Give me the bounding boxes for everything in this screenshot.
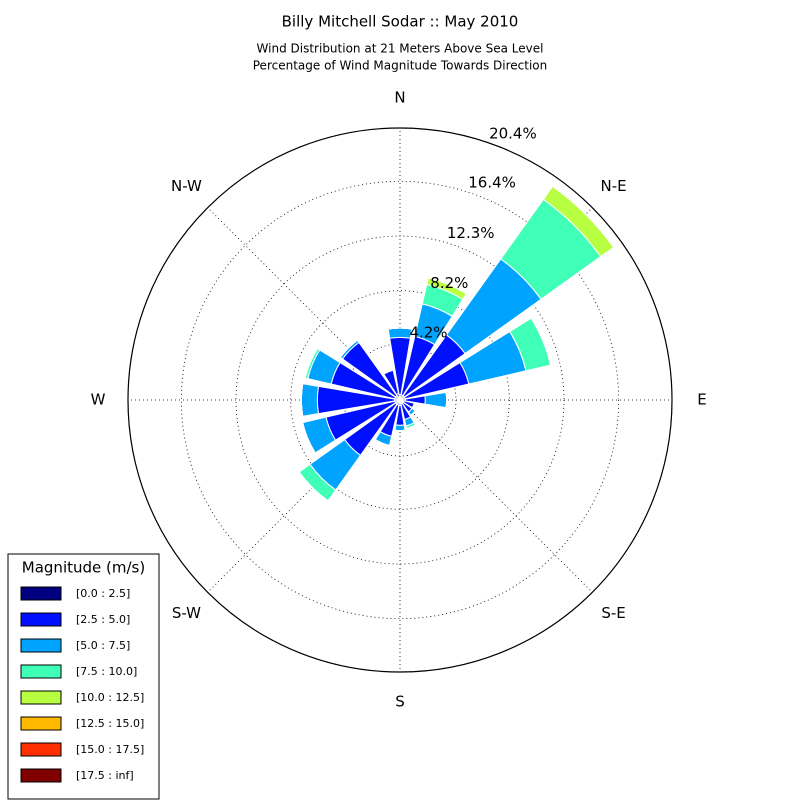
legend-swatch (20, 768, 62, 783)
ring-grid-line (290, 290, 510, 510)
polar-frame (127, 127, 673, 673)
chart-title: Billy Mitchell Sodar :: May 2010 (282, 13, 519, 31)
direction-label: E (697, 391, 706, 409)
wind-bar-segment (445, 392, 448, 408)
ring-grid-line (343, 343, 457, 457)
legend-label: [5.0 : 7.5] (76, 639, 130, 652)
legend-label: [7.5 : 10.0] (76, 665, 137, 678)
wind-bar-segment (394, 424, 406, 432)
ring-label: 12.3% (447, 224, 495, 242)
wind-bar-segment (298, 471, 329, 502)
legend-swatch (20, 742, 62, 757)
radial-grid-line (207, 399, 401, 593)
legend-label: [17.5 : inf] (76, 769, 134, 782)
legend-swatch (20, 638, 62, 653)
wind-bar-segment (388, 327, 412, 330)
wind-bar-segment (424, 391, 448, 409)
legend-swatch (20, 586, 62, 601)
legend-label: [10.0 : 12.5] (76, 691, 144, 704)
radial-grid-line (207, 207, 401, 401)
legend-swatch (20, 716, 62, 731)
legend-label: [0.0 : 2.5] (76, 587, 130, 600)
legend-swatch (20, 612, 62, 627)
legend-label: [15.0 : 17.5] (76, 743, 144, 756)
direction-label: W (91, 391, 106, 409)
ring-grid-line (235, 235, 565, 565)
wind-bar-segment (387, 327, 413, 339)
wind-bar-segment (406, 424, 416, 430)
wind-bar-segment (552, 185, 615, 248)
wind-bar-segment (383, 369, 394, 375)
direction-label: S-E (601, 604, 625, 622)
radial-grid-line (399, 399, 593, 593)
ring-label: 20.4% (489, 124, 537, 142)
legend-label: [2.5 : 5.0] (76, 613, 130, 626)
legend-swatch (20, 664, 62, 679)
wind-bar-segment (530, 317, 552, 366)
wind-bar-segment (412, 403, 415, 409)
ring-label: 8.2% (430, 274, 468, 292)
legend-title: Magnitude (m/s) (22, 559, 145, 577)
direction-label: N-W (171, 177, 202, 195)
ring-label: 16.4% (468, 174, 516, 192)
direction-label: N (394, 89, 405, 107)
legend-label: [12.5 : 15.0] (76, 717, 144, 730)
chart-subtitle: Percentage of Wind Magnitude Towards Dir… (253, 59, 547, 73)
direction-label: S (395, 693, 405, 711)
ring-grid-line (180, 180, 620, 620)
legend-swatch (20, 690, 62, 705)
direction-label: N-E (600, 177, 626, 195)
wind-bar-segment (410, 410, 416, 416)
ring-label: 4.2% (409, 323, 447, 341)
wind-bar-segment (300, 383, 320, 417)
direction-label: S-W (172, 604, 201, 622)
chart-subtitle: Wind Distribution at 21 Meters Above Sea… (257, 42, 544, 56)
